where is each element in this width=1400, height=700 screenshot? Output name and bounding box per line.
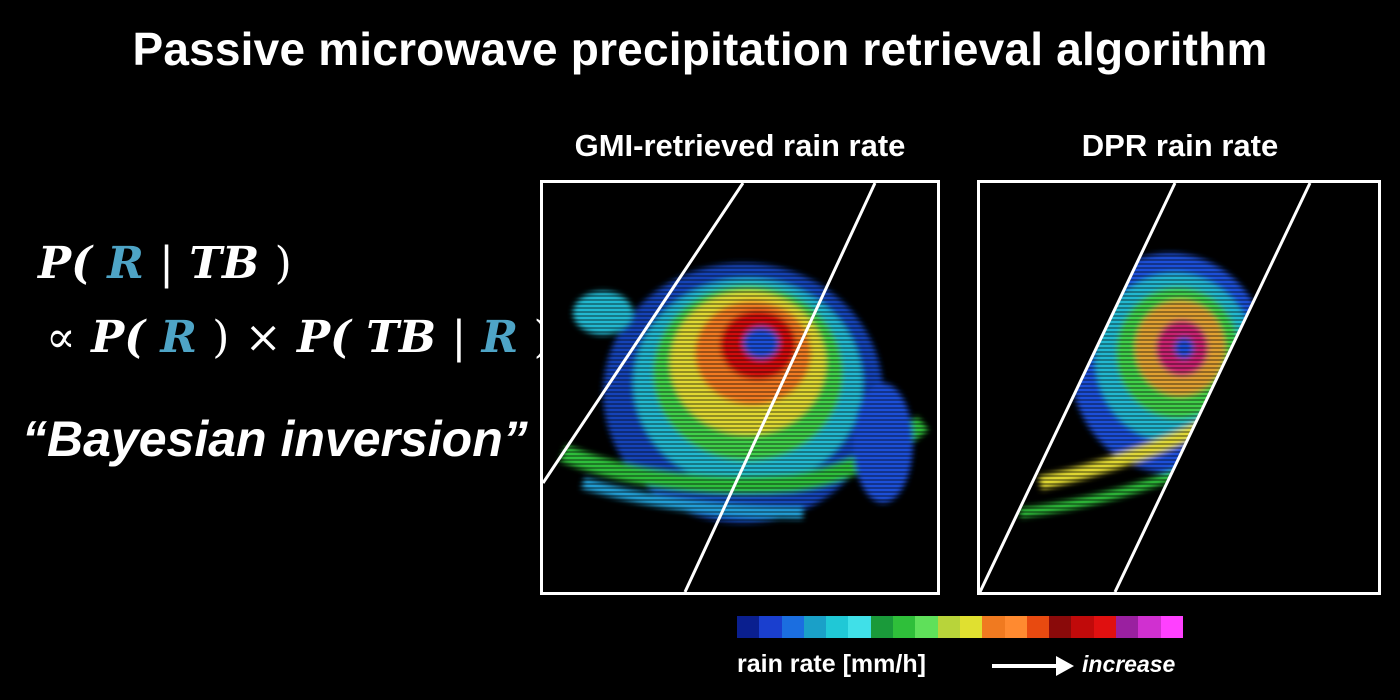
colorbar-swatch (1071, 616, 1094, 638)
arrow-right-icon (992, 656, 1074, 676)
colorbar-swatch (937, 616, 960, 638)
colorbar-swatch (1093, 616, 1117, 638)
eq-close: ) (274, 238, 292, 289)
colorbar-swatch (1049, 616, 1072, 638)
colorbar-swatch (870, 616, 894, 638)
colorbar-swatch (959, 616, 983, 638)
gmi-storm-image (543, 183, 937, 592)
colorbar-swatch (915, 616, 938, 638)
eq-r: R (107, 238, 144, 289)
gmi-panel-title: GMI-retrieved rain rate (574, 128, 906, 163)
eq-prior-close: ) (212, 312, 230, 363)
eq-tb: TB (189, 238, 260, 289)
colorbar-increase-label: increase (1082, 651, 1176, 677)
dpr-panel-title: DPR rain rate (1081, 128, 1279, 163)
colorbar-swatch (803, 616, 827, 638)
colorbar-swatch (848, 616, 871, 638)
bayesian-inversion-label: “Bayesian inversion” (22, 411, 528, 467)
dpr-rain-map (977, 180, 1381, 595)
colorbar-swatch (826, 616, 849, 638)
colorbar-swatch (1160, 616, 1183, 638)
eq-prior-r: R (160, 312, 197, 363)
colorbar-swatch (759, 616, 782, 638)
colorbar-swatch (893, 616, 916, 638)
eq-p-open: P( (38, 238, 92, 289)
colorbar-swatch (982, 616, 1005, 638)
eq-like-open: P( (296, 312, 351, 363)
eq-like-r: R (481, 312, 519, 363)
eq-prior-open: P( (91, 312, 146, 363)
eq-bar: | (159, 238, 174, 289)
colorbar-swatch (1026, 616, 1050, 638)
proportional-equation: ∝ P( R ) × P( TB | R ) (46, 312, 551, 363)
colorbar-swatch (737, 616, 760, 638)
colorbar-swatch (1004, 616, 1027, 638)
gmi-rain-map (540, 180, 940, 595)
colorbar-swatch (781, 616, 804, 638)
page-title: Passive microwave precipitation retrieva… (132, 23, 1268, 75)
rain-rate-colorbar (737, 616, 1183, 638)
colorbar-label: rain rate [mm/h] (737, 650, 926, 678)
eq-like-bar: | (451, 312, 467, 363)
colorbar-swatch (1116, 616, 1139, 638)
eq-like-tb: TB (366, 312, 437, 363)
eq-times: × (244, 312, 282, 363)
colorbar-swatch (1138, 616, 1161, 638)
eq-propto: ∝ (46, 312, 76, 363)
posterior-equation: P( R | TB ) (38, 238, 292, 289)
dpr-storm-image (980, 183, 1312, 592)
